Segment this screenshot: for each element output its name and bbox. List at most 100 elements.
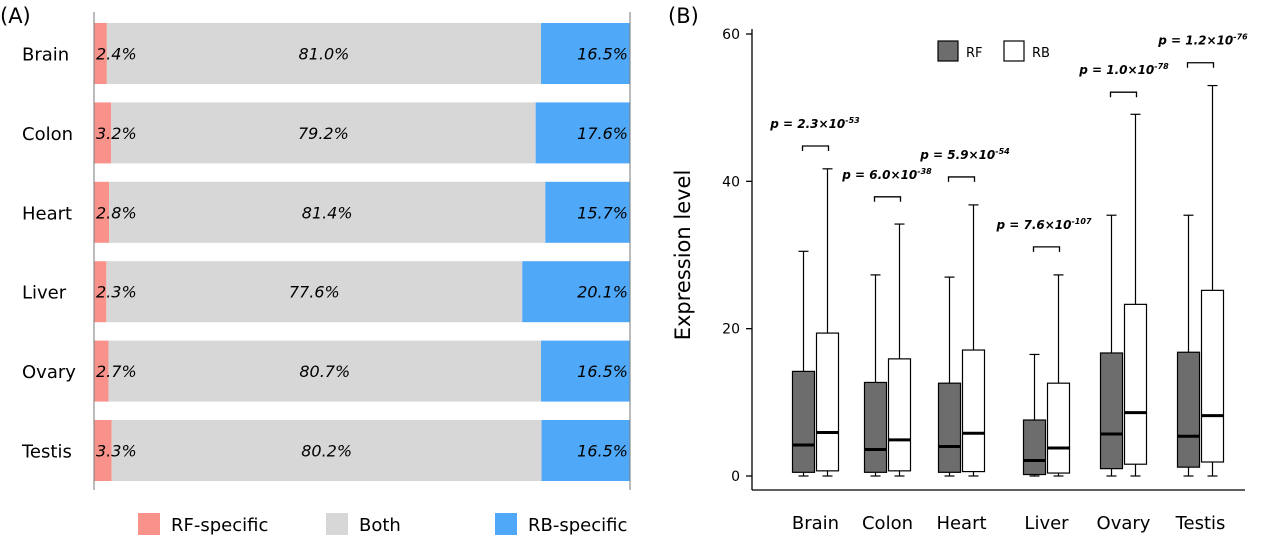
- pvalue-label-ovary: p = 1.0×10-78: [1078, 62, 1169, 77]
- pvalue-base-testis: p = 1.2×10: [1157, 34, 1233, 48]
- label-rf-specific-heart: 2.8%: [96, 203, 137, 222]
- pvalue-base-brain: p = 2.3×10: [769, 117, 845, 131]
- label-both-ovary: 80.7%: [299, 362, 350, 381]
- pvalue-bracket-brain: [801, 145, 830, 151]
- bar-rf-specific-brain: [94, 23, 107, 84]
- box-rf-liver: [1022, 419, 1047, 476]
- pvalue-label-brain: p = 2.3×10-53: [769, 116, 860, 131]
- label-rb-specific-heart: 15.7%: [577, 203, 628, 222]
- box-rb-testis: [1200, 289, 1225, 463]
- bar-both-brain: [106, 23, 542, 84]
- label-rb-specific-testis: 16.5%: [577, 442, 628, 461]
- label-rf-specific-brain: 2.4%: [96, 45, 137, 64]
- x-tick-label-liver: Liver: [1024, 513, 1069, 534]
- pvalue-exponent-colon: -38: [917, 167, 932, 176]
- x-tick-label-heart: Heart: [936, 513, 986, 534]
- bar-both-liver: [106, 261, 523, 323]
- category-label-ovary: Ovary: [22, 362, 76, 383]
- panel-b-axes: 0 20 40 60 Brain Colon Heart Liver Ovary Testis: [722, 27, 1245, 534]
- pvalue-base-heart: p = 5.9×10: [919, 148, 995, 162]
- box-rb-liver: [1046, 382, 1071, 474]
- legend-swatch-rb-specific: [495, 513, 517, 535]
- panel-a-bars: [94, 23, 630, 481]
- panel-a-category-labels: Brain Colon Heart Liver Ovary Testis: [21, 45, 76, 463]
- legend-swatch-rb: [1003, 40, 1025, 62]
- pvalue-bracket-colon: [873, 196, 902, 202]
- category-label-heart: Heart: [22, 203, 72, 224]
- box-rf-testis: [1176, 351, 1201, 468]
- pvalue-exponent-ovary: -78: [1154, 62, 1169, 71]
- pvalue-base-ovary: p = 1.0×10: [1078, 63, 1154, 77]
- label-both-colon: 79.2%: [298, 124, 349, 143]
- panel-b-box-plot: (B) Expression level 0 20 40 60 Brain Colon He…: [668, 4, 1248, 534]
- x-tick-label-colon: Colon: [862, 513, 913, 534]
- legend-label-rb-specific: RB-specific: [528, 515, 627, 536]
- category-label-testis: Testis: [21, 442, 72, 463]
- panel-a-label: (A): [0, 4, 31, 28]
- pvalue-bracket-liver: [1032, 246, 1061, 252]
- bar-rb-specific-colon: [535, 102, 630, 164]
- pvalue-bracket-heart: [947, 176, 976, 182]
- panel-b-legend: RF RB: [937, 40, 1050, 62]
- bar-rf-specific-ovary: [94, 340, 109, 402]
- pvalue-bracket-ovary: [1109, 91, 1138, 98]
- legend-swatch-rf-specific: [138, 513, 160, 535]
- pvalue-label-liver: p = 7.6×10-107: [995, 217, 1091, 232]
- pvalue-exponent-brain: -53: [845, 116, 860, 125]
- panel-b-label: (B): [668, 4, 699, 28]
- bar-rf-specific-liver: [94, 261, 107, 323]
- label-rb-specific-colon: 17.6%: [577, 124, 628, 143]
- bar-rf-specific-heart: [94, 181, 110, 243]
- legend-label-rb: RB: [1032, 46, 1050, 61]
- bar-rb-specific-liver: [522, 261, 630, 323]
- pvalue-label-colon: p = 6.0×10-38: [841, 167, 932, 182]
- label-rf-specific-liver: 2.3%: [96, 283, 137, 302]
- panel-b-pvalue-annotations: p = 2.3×10-53 p = 6.0×10-38 p = 5.9×10-54 p…: [769, 33, 1248, 252]
- bar-rf-specific-testis: [94, 420, 112, 481]
- pvalue-exponent-testis: -76: [1233, 33, 1248, 42]
- box-rb-brain: [815, 332, 840, 472]
- box-rf-heart: [937, 382, 962, 473]
- x-tick-label-testis: Testis: [1175, 513, 1226, 534]
- bar-both-ovary: [108, 340, 542, 402]
- box-rf-brain: [791, 370, 816, 473]
- y-tick-label-60: 60: [722, 27, 740, 43]
- label-rb-specific-brain: 16.5%: [577, 45, 628, 64]
- panel-b-y-axis-label: Expression level: [671, 170, 695, 341]
- bar-both-colon: [111, 102, 536, 164]
- pvalue-exponent-liver: -107: [1071, 217, 1091, 226]
- bar-rb-specific-brain: [541, 23, 630, 84]
- pvalue-exponent-heart: -54: [995, 147, 1010, 156]
- label-rb-specific-liver: 20.1%: [577, 283, 628, 302]
- pvalue-base-liver: p = 7.6×10: [995, 218, 1071, 232]
- label-rf-specific-ovary: 2.7%: [96, 362, 137, 381]
- label-both-brain: 81.0%: [299, 45, 350, 64]
- label-rf-specific-testis: 3.3%: [96, 442, 137, 461]
- label-rf-specific-colon: 3.2%: [96, 124, 137, 143]
- label-rb-specific-ovary: 16.5%: [577, 362, 628, 381]
- box-rf-ovary: [1099, 352, 1124, 470]
- pvalue-base-colon: p = 6.0×10: [841, 168, 917, 182]
- category-label-colon: Colon: [22, 124, 73, 145]
- box-rb-colon: [887, 358, 912, 472]
- bar-both-testis: [111, 420, 542, 481]
- category-label-liver: Liver: [22, 283, 67, 304]
- category-label-brain: Brain: [22, 45, 69, 66]
- panel-a-legend: RF-specific Both RB-specific: [138, 513, 627, 536]
- box-rf-colon: [863, 381, 888, 473]
- bar-both-heart: [109, 181, 546, 243]
- legend-label-rf: RF: [966, 46, 983, 61]
- y-tick-label-0: 0: [731, 469, 740, 485]
- panel-a-stacked-bar-chart: (A) 2.4% 81.0% 16.5% 3.2% 79.2% 17.6% 2.8% 81.4…: [0, 4, 631, 536]
- legend-swatch-rf: [937, 40, 959, 62]
- y-tick-label-40: 40: [722, 174, 740, 190]
- x-tick-label-brain: Brain: [792, 513, 839, 534]
- legend-label-both: Both: [359, 515, 401, 536]
- pvalue-bracket-testis: [1186, 62, 1215, 68]
- x-tick-label-ovary: Ovary: [1097, 513, 1151, 534]
- y-tick-label-20: 20: [722, 322, 740, 338]
- label-both-heart: 81.4%: [302, 203, 353, 222]
- label-both-liver: 77.6%: [289, 283, 340, 302]
- legend-label-rf-specific: RF-specific: [171, 515, 268, 536]
- panel-a-bar-labels: 2.4% 81.0% 16.5% 3.2% 79.2% 17.6% 2.8% 81.4% 15.…: [96, 45, 628, 461]
